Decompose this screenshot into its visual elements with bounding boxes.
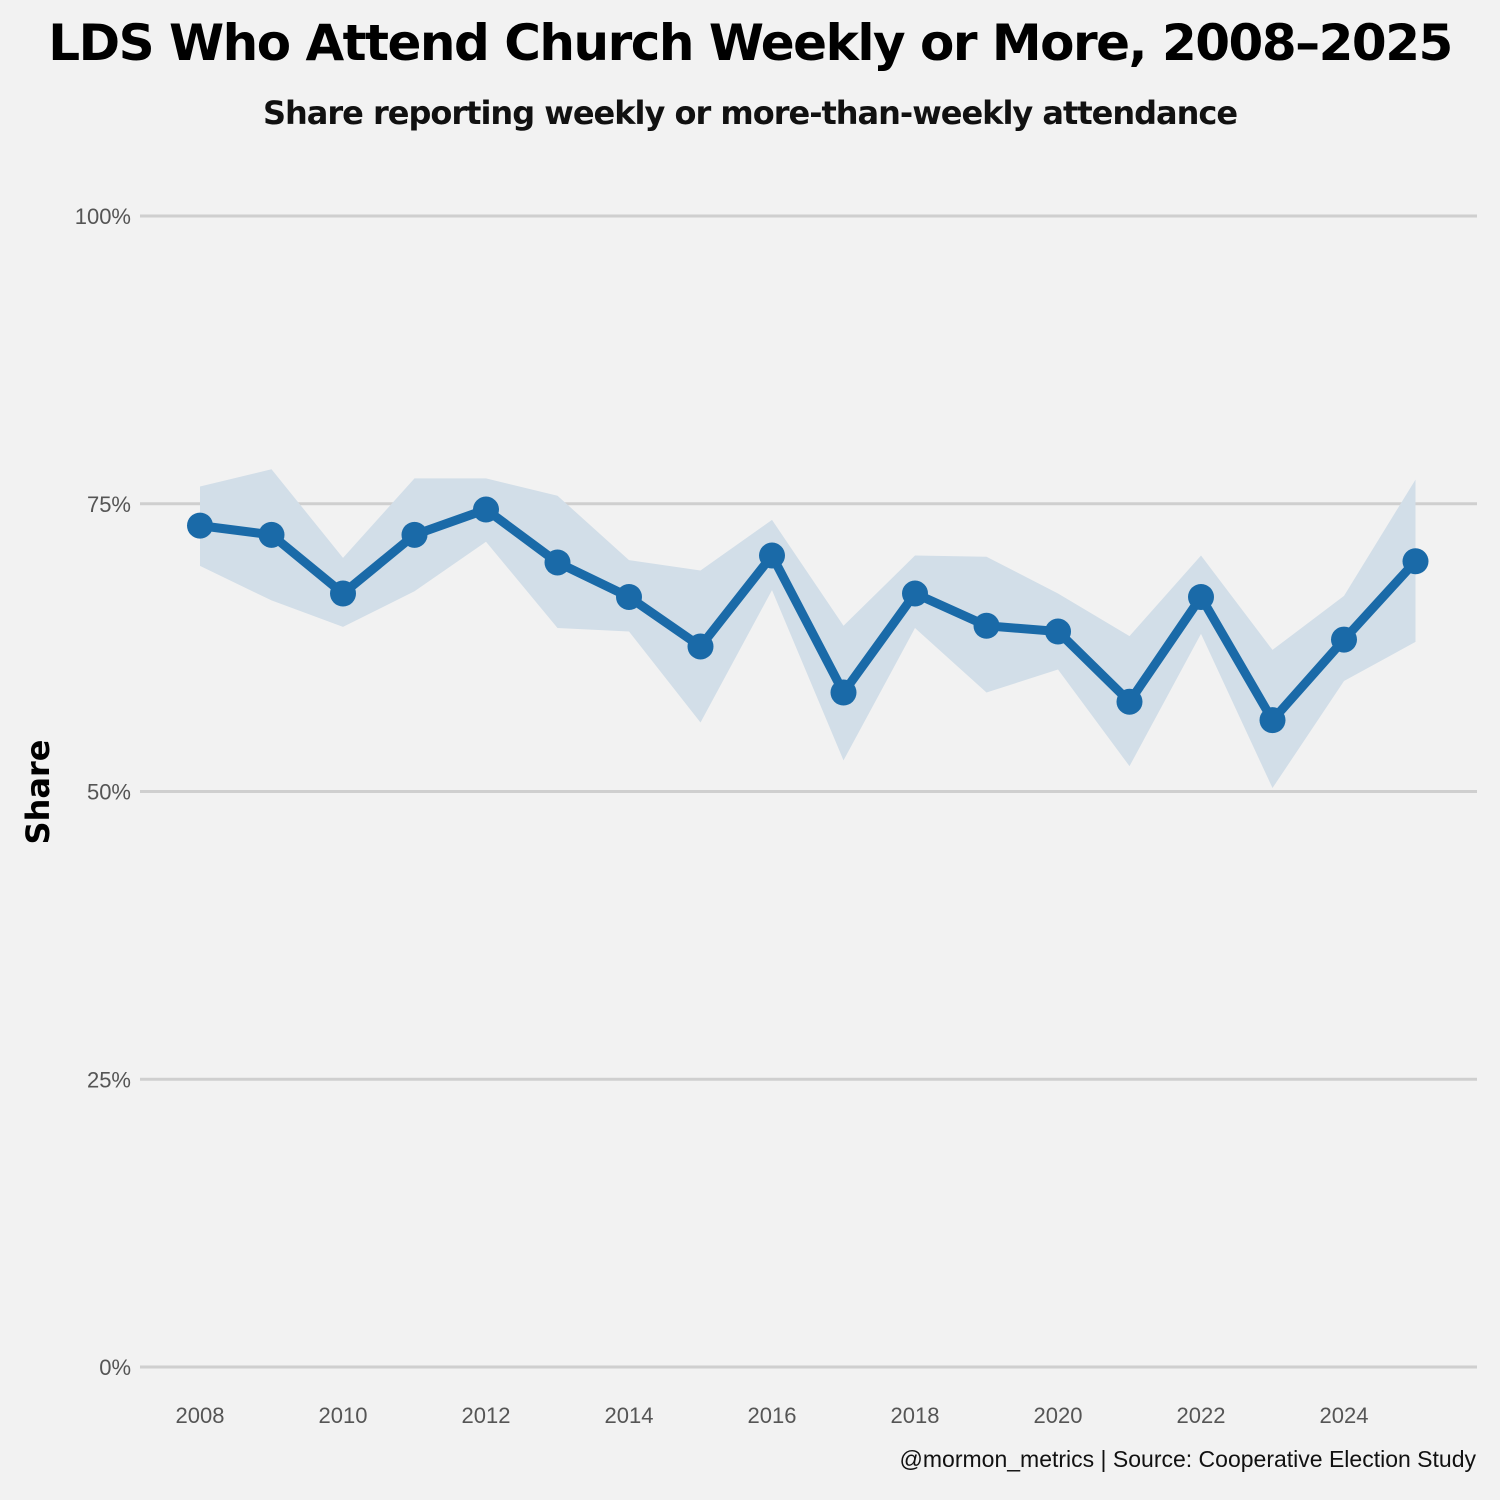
data-point: [1331, 626, 1357, 653]
y-tick-label: 0%: [99, 1355, 131, 1380]
y-tick-label: 100%: [75, 204, 131, 229]
data-point: [830, 679, 857, 706]
y-tick-label: 50%: [87, 780, 131, 805]
data-point: [973, 612, 1000, 639]
x-tick-label: 2018: [891, 1403, 940, 1428]
data-point: [1402, 548, 1429, 575]
x-tick-label: 2010: [319, 1403, 368, 1428]
x-tick-label: 2022: [1177, 1403, 1226, 1428]
data-point: [258, 521, 285, 548]
x-tick-label: 2012: [462, 1403, 511, 1428]
data-point: [330, 580, 356, 607]
data-point: [759, 542, 785, 569]
data-point: [544, 549, 571, 576]
data-point: [401, 521, 428, 548]
x-tick-label: 2014: [605, 1403, 654, 1428]
data-point: [687, 633, 714, 660]
x-tick-label: 2024: [1320, 1403, 1369, 1428]
data-point: [187, 512, 213, 539]
series-line: [199, 505, 1419, 725]
chart-caption: @mormon_metrics | Source: Cooperative El…: [899, 1446, 1476, 1472]
x-tick-label: 2016: [748, 1403, 797, 1428]
x-tick-label: 2020: [1034, 1403, 1083, 1428]
data-point: [616, 583, 642, 610]
data-point: [1116, 688, 1143, 715]
chart-subtitle: Share reporting weekly or more-than-week…: [262, 94, 1238, 132]
data-point: [902, 580, 928, 607]
data-point: [1259, 707, 1286, 734]
chart-title: LDS Who Attend Church Weekly or More, 20…: [48, 14, 1453, 72]
data-point: [473, 496, 499, 523]
y-tick-label: 75%: [87, 492, 131, 517]
data-point: [1045, 618, 1071, 645]
y-tick-label: 25%: [87, 1067, 131, 1092]
data-point: [1188, 583, 1214, 610]
x-tick-label: 2008: [176, 1403, 225, 1428]
